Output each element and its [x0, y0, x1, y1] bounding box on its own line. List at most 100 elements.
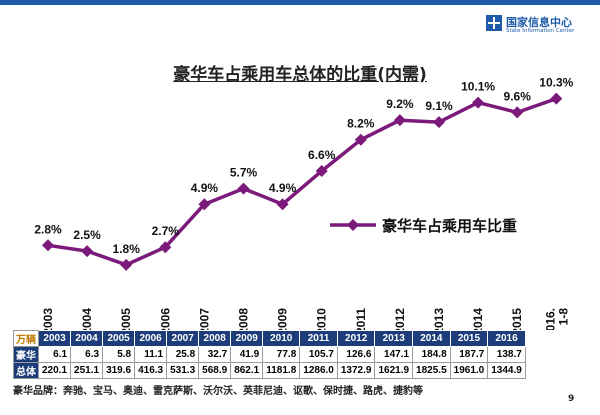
data-point: [198, 198, 211, 211]
page-number: 9: [568, 394, 575, 404]
data-point: [511, 106, 524, 119]
table-cell: 1372.9: [336, 362, 376, 379]
table-header-cell: 2014: [412, 330, 451, 347]
row-label-total: 总体: [13, 362, 39, 379]
table-row-total: 总体 220.1 251.1 319.6 416.3 531.3 568.9 8…: [13, 362, 526, 379]
logo: 国家信息中心 State Information Center: [486, 14, 596, 40]
x-tick-label: 2016.1-8: [543, 308, 570, 330]
table-header-cell: 2016: [487, 330, 526, 347]
data-point: [81, 245, 94, 258]
table-cell: 220.1: [37, 362, 72, 379]
table-cell: 138.7: [487, 346, 526, 363]
table-header-cell: 2012: [336, 330, 376, 347]
table-cell: 11.1: [134, 346, 168, 363]
data-label: 9.2%: [386, 97, 414, 111]
data-point: [433, 116, 445, 129]
table-cell: 1621.9: [374, 362, 414, 379]
table-header-cell: 2003: [37, 330, 72, 347]
table-cell: 6.1: [37, 346, 72, 363]
table-header-cell: 2010: [262, 330, 301, 347]
table-cell: 1825.5: [412, 362, 451, 379]
table-cell: 25.8: [166, 346, 200, 363]
table-header-cell: 2007: [166, 330, 200, 347]
table-cell: 77.8: [262, 346, 301, 363]
x-tick-label: 2008: [237, 308, 251, 330]
table-cell: 1961.0: [449, 362, 489, 379]
table-header-cell: 2005: [102, 330, 136, 347]
x-tick-label: 2004: [80, 308, 94, 330]
x-tick-label: 2014: [471, 308, 485, 330]
data-label: 2.7%: [152, 224, 180, 238]
table-header-cell: 2011: [299, 330, 338, 347]
x-tick-label: 2012: [393, 308, 407, 330]
table-cell: 319.6: [102, 362, 136, 379]
x-tick-label: 2015: [510, 308, 524, 330]
series-line: [47, 97, 557, 267]
table-header-cell: 2004: [70, 330, 104, 347]
data-point: [120, 258, 133, 271]
data-label: 10.3%: [539, 76, 573, 90]
table-cell: 41.9: [230, 346, 264, 363]
data-point: [472, 96, 485, 109]
table-cell: 5.8: [102, 346, 136, 363]
x-tick-label: 2011: [354, 308, 368, 330]
data-label: 9.6%: [504, 89, 532, 103]
data-label: 1.8%: [113, 242, 141, 256]
table-header-row: 万辆 2003 2004 2005 2006 2007 2008 2009 20…: [13, 330, 526, 347]
x-tick-label: 2009: [276, 308, 290, 330]
data-point: [354, 133, 367, 146]
header-bar: [0, 0, 600, 5]
logo-text: 国家信息中心: [506, 16, 572, 29]
table-cell: 416.3: [134, 362, 168, 379]
table-header-cell: 2008: [198, 330, 232, 347]
legend-label: 豪华车占乘用车比重: [382, 217, 517, 235]
table-cell: 1286.0: [299, 362, 338, 379]
table-header-cell: 2015: [449, 330, 489, 347]
x-tick-label: 2003: [41, 308, 55, 330]
table-cell: 568.9: [198, 362, 232, 379]
x-tick-label: 2010: [315, 308, 329, 330]
data-label: 10.1%: [461, 80, 495, 94]
data-label: 6.6%: [308, 148, 336, 162]
table-header-cell: 2009: [230, 330, 264, 347]
table-cell: 251.1: [70, 362, 104, 379]
data-point: [42, 239, 54, 252]
table-cell: 105.7: [299, 346, 338, 363]
brand-note: 豪华品牌：奔驰、宝马、奥迪、雷克萨斯、沃尔沃、英菲尼迪、讴歌、保时捷、路虎、捷豹…: [13, 386, 423, 397]
table-cell: 184.8: [412, 346, 451, 363]
x-tick-label: 2005: [119, 308, 133, 330]
data-table: 万辆 2003 2004 2005 2006 2007 2008 2009 20…: [13, 330, 526, 379]
table-cell: 32.7: [198, 346, 232, 363]
data-label: 2.8%: [34, 222, 62, 236]
data-point: [550, 92, 563, 105]
data-point: [276, 198, 289, 211]
table-cell: 147.1: [374, 346, 414, 363]
table-row-luxury: 豪华 6.1 6.3 5.8 11.1 25.8 32.7 41.9 77.8 …: [13, 346, 526, 363]
table-cell: 187.7: [449, 346, 489, 363]
data-label: 4.9%: [191, 181, 219, 195]
table-header-cell: 2013: [374, 330, 414, 347]
logo-icon: [486, 15, 502, 31]
x-tick-label: 2006: [158, 308, 172, 330]
table-cell: 126.6: [336, 346, 376, 363]
table-cell: 1181.8: [262, 362, 301, 379]
unit-label: 万辆: [13, 330, 39, 347]
data-label: 2.5%: [73, 228, 101, 242]
data-label: 9.1%: [425, 99, 453, 113]
data-point: [159, 241, 172, 254]
line-chart: 2.8% 2.5% 1.8% 2.7% 4.9% 5.7% 4.9% 6.6% 8.2% 9.2%…: [34, 76, 573, 330]
data-point: [393, 114, 406, 127]
chart-title: 豪华车占乘用车总体的比重(内需): [173, 65, 427, 85]
data-point: [237, 182, 250, 195]
data-label: 4.9%: [269, 181, 297, 195]
x-tick-label: 2013: [432, 308, 446, 330]
table-header-cell: 2006: [134, 330, 168, 347]
data-label: 5.7%: [230, 166, 258, 180]
data-point: [315, 165, 328, 177]
table-cell: 862.1: [230, 362, 264, 379]
logo-subtext: State Information Center: [506, 28, 575, 34]
row-label-luxury: 豪华: [13, 346, 39, 363]
table-cell: 6.3: [70, 346, 104, 363]
table-cell: 531.3: [166, 362, 200, 379]
x-tick-label: 2007: [197, 308, 211, 330]
